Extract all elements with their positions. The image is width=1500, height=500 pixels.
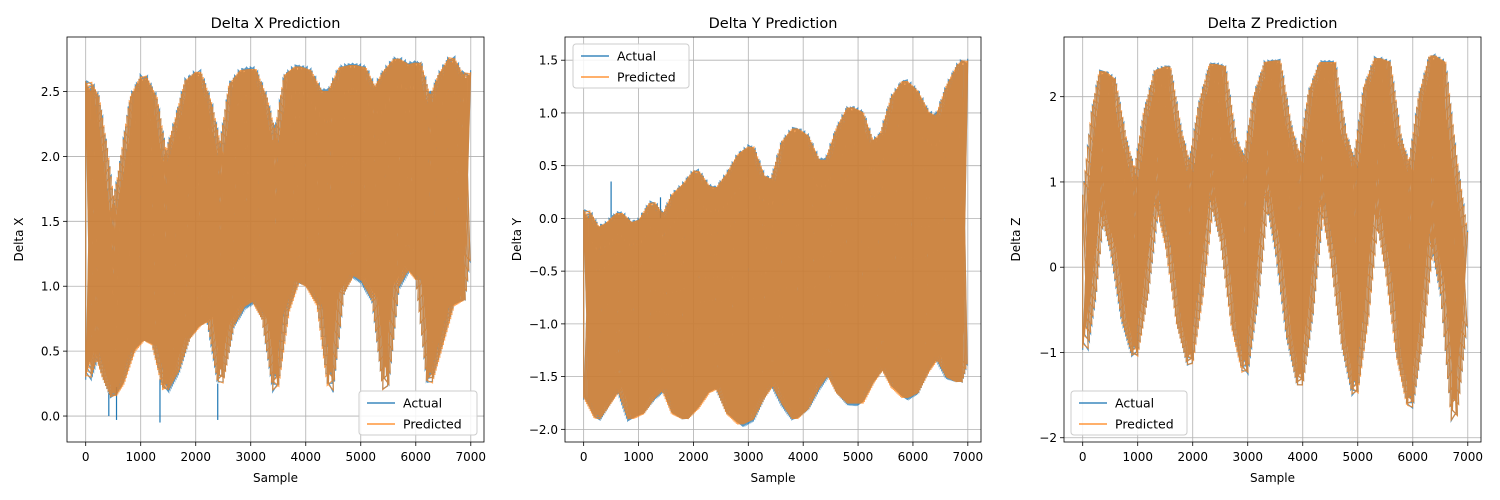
x-tick-label: 4000 — [290, 450, 321, 464]
x-tick-label: 3000 — [733, 450, 764, 464]
y-tick-label: 1.0 — [539, 106, 558, 120]
x-tick-label: 6000 — [1398, 450, 1429, 464]
series-predicted-line — [85, 57, 472, 398]
y-tick-label: 2.5 — [41, 85, 60, 99]
panel-delta-y: Delta Y Prediction Sample Delta Y 0 1000 2… — [510, 16, 983, 485]
chart-title: Delta Y Prediction — [709, 16, 838, 32]
plot-frame — [564, 36, 982, 443]
y-axis-label: Delta Y — [510, 217, 524, 261]
y-tick-label: −2 — [1039, 431, 1057, 445]
plot-area — [1082, 53, 1469, 424]
x-axis-label: Sample — [751, 471, 796, 485]
chart-title: Delta X Prediction — [211, 16, 341, 32]
x-tick-label: 3000 — [1232, 450, 1263, 464]
legend: Actual Predicted — [1070, 390, 1188, 436]
x-tick-label: 5000 — [345, 450, 376, 464]
x-tick-label: 7000 — [1453, 450, 1484, 464]
y-tick-label: 2.0 — [41, 150, 60, 164]
legend-label-actual: Actual — [403, 396, 442, 411]
x-axis-label: Sample — [1250, 471, 1295, 485]
x-tick-label: 1000 — [125, 450, 156, 464]
y-tick-label: 2 — [1049, 90, 1057, 104]
y-axis-label: Delta X — [12, 217, 26, 261]
y-tick-label: −1.0 — [529, 317, 558, 331]
x-axis-label: Sample — [253, 471, 298, 485]
x-tick-label: 6000 — [401, 450, 432, 464]
plot-area — [85, 55, 472, 423]
x-tick-label: 0 — [82, 450, 90, 464]
x-tick-label: 0 — [580, 450, 588, 464]
x-tick-label: 7000 — [953, 450, 984, 464]
y-tick-label: 0 — [1049, 261, 1057, 275]
legend: Actual Predicted — [358, 390, 478, 436]
y-tick-label: 1.0 — [41, 280, 60, 294]
x-tick-label: 2000 — [678, 450, 709, 464]
x-tick-label: 0 — [1079, 450, 1087, 464]
chart-title: Delta Z Prediction — [1208, 16, 1338, 32]
y-tick-label: 1.5 — [539, 54, 558, 68]
y-axis-label: Delta Z — [1009, 217, 1023, 261]
legend-label-actual: Actual — [617, 49, 656, 64]
legend-label-predicted: Predicted — [1115, 417, 1174, 432]
x-tick-label: 4000 — [788, 450, 819, 464]
series-predicted-line — [583, 60, 969, 425]
y-tick-label: 1 — [1049, 175, 1057, 189]
legend-label-actual: Actual — [1115, 396, 1154, 411]
x-tick-label: 7000 — [456, 450, 487, 464]
y-tick-label: 0.5 — [41, 345, 60, 359]
panel-delta-x: Delta X Prediction Sample Delta X 0 1000 2… — [12, 16, 486, 485]
x-tick-label: 6000 — [898, 450, 929, 464]
y-tick-label: 1.5 — [41, 215, 60, 229]
plot-area — [583, 58, 969, 428]
y-tick-label: −0.5 — [529, 265, 558, 279]
legend-label-predicted: Predicted — [403, 417, 462, 432]
plot-frame — [66, 36, 485, 443]
y-tick-label: −1 — [1039, 346, 1057, 360]
y-tick-label: 0.0 — [539, 212, 558, 226]
x-tick-label: 5000 — [1342, 450, 1373, 464]
legend: Actual Predicted — [572, 43, 690, 89]
series-predicted-line — [1082, 55, 1469, 422]
plot-frame — [1063, 36, 1482, 443]
x-tick-label: 2000 — [1177, 450, 1208, 464]
panel-delta-z: Delta Z Prediction Sample Delta Z 0 1000 2… — [1009, 16, 1483, 485]
x-tick-label: 3000 — [235, 450, 266, 464]
x-tick-label: 4000 — [1287, 450, 1318, 464]
y-tick-label: 0.5 — [539, 159, 558, 173]
legend-label-predicted: Predicted — [617, 70, 676, 85]
x-tick-label: 2000 — [180, 450, 211, 464]
x-tick-label: 5000 — [843, 450, 874, 464]
x-tick-label: 1000 — [1122, 450, 1153, 464]
y-tick-label: −1.5 — [529, 370, 558, 384]
y-tick-label: −2.0 — [529, 423, 558, 437]
x-tick-label: 1000 — [623, 450, 654, 464]
y-tick-label: 0.0 — [41, 410, 60, 424]
